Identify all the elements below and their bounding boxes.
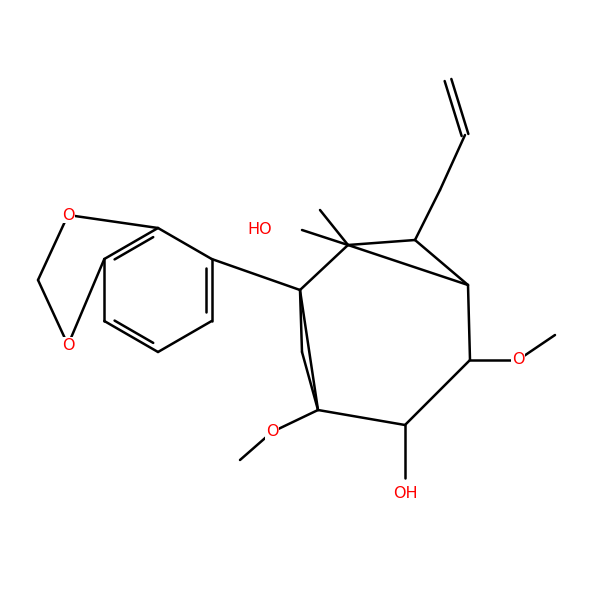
Text: O: O: [62, 337, 74, 352]
Text: O: O: [62, 208, 74, 223]
Text: O: O: [266, 425, 278, 439]
Text: HO: HO: [247, 223, 272, 238]
Text: O: O: [512, 352, 524, 367]
Text: OH: OH: [392, 487, 418, 502]
